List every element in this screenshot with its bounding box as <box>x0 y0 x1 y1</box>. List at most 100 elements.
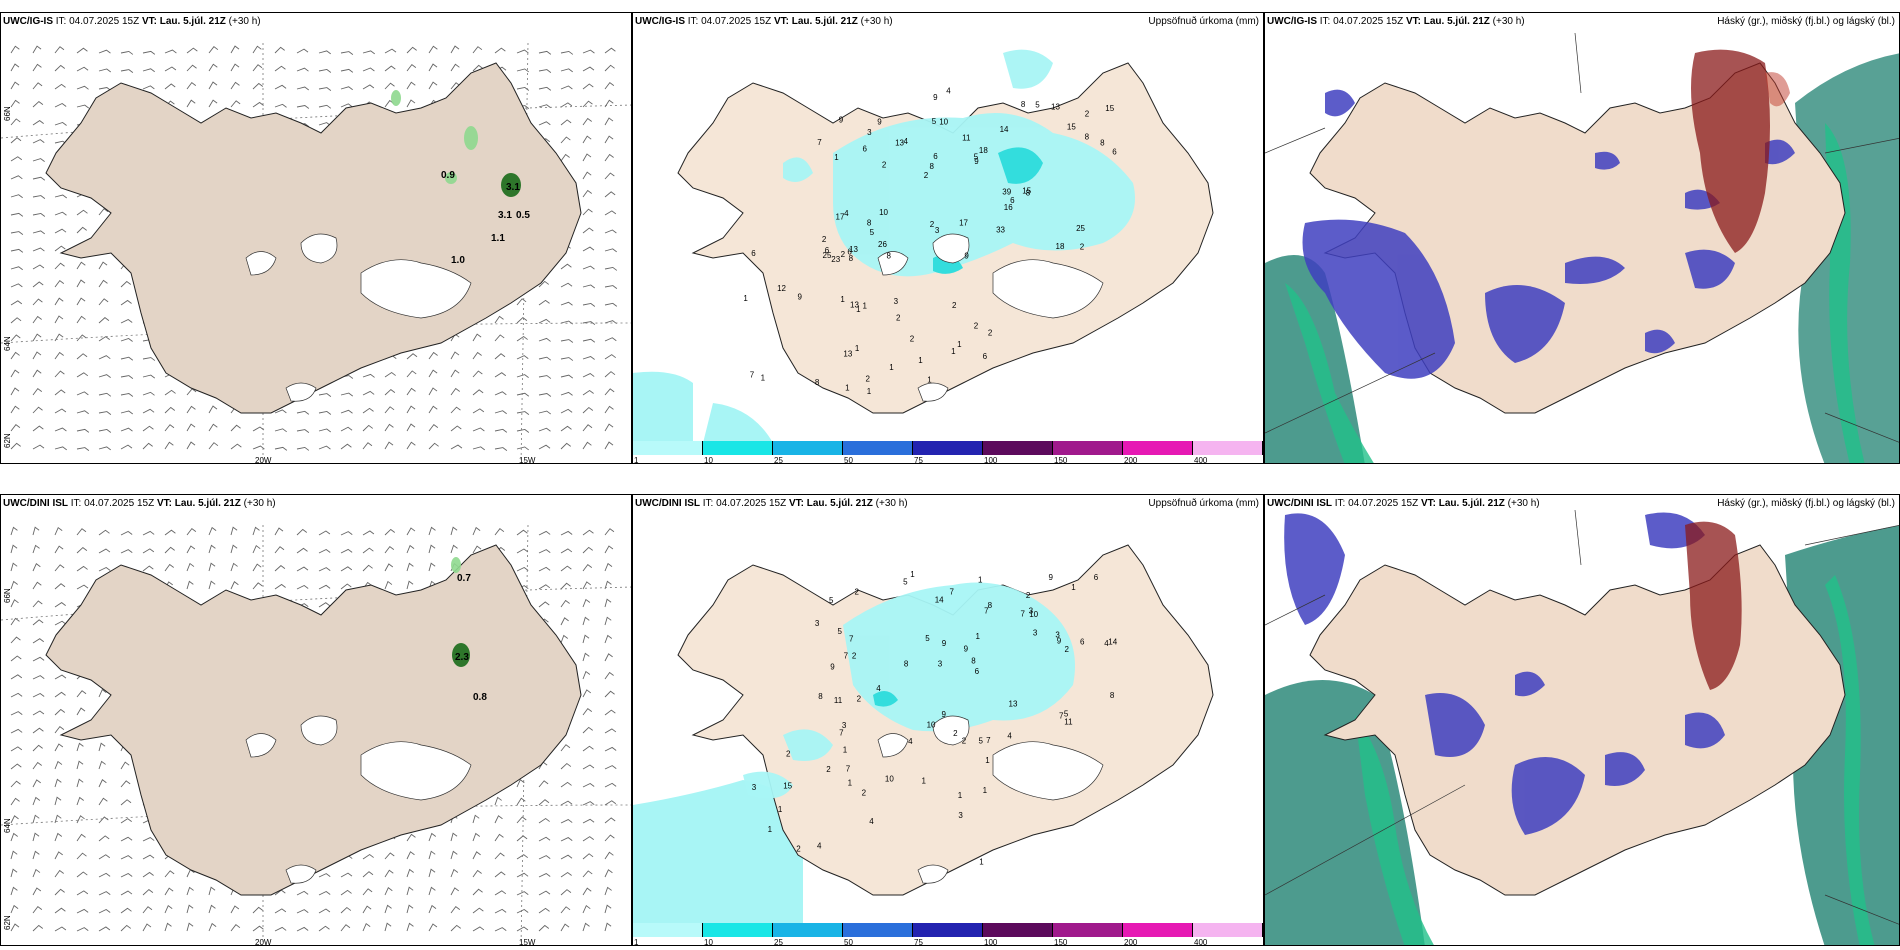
precip-value: 7 <box>1059 712 1064 721</box>
precip-value: 6 <box>751 249 756 258</box>
wind-barb <box>98 797 108 806</box>
colorbar-segment <box>1193 441 1263 455</box>
wind-barb <box>296 105 310 109</box>
wind-barb <box>560 744 571 752</box>
wind-barb <box>340 392 354 397</box>
wind-barb <box>76 372 89 378</box>
wind-barb <box>582 227 594 234</box>
wind-barb <box>472 832 481 842</box>
wind-values-bottom: 0.7 2.3 0.8 <box>455 573 487 703</box>
precip-value: 1 <box>840 295 845 304</box>
wind-barb <box>582 836 594 842</box>
wind-barb <box>186 64 197 72</box>
precip-value: 9 <box>964 252 969 261</box>
wind-barb <box>54 333 64 342</box>
precip-value: 1 <box>983 786 988 795</box>
precip-value: 1 <box>922 777 927 786</box>
lat-label-66n: 66N <box>3 588 12 603</box>
wind-barb <box>406 562 414 572</box>
wind-barb <box>10 300 23 306</box>
wind-barb <box>428 424 439 432</box>
wind-map-bottom: 0.7 2.3 0.8 <box>1 524 631 945</box>
wind-barb <box>494 833 504 842</box>
cloud-map-bottom <box>1265 495 1899 945</box>
wind-barb <box>560 374 574 379</box>
lat-label-64n: 64N <box>3 336 12 351</box>
wind-barb <box>120 530 133 536</box>
precip-value: 1 <box>958 791 963 800</box>
lat-label-62n: 62N <box>3 915 12 930</box>
wind-barb <box>318 567 331 572</box>
precip-panel-bottom: UWC/DINI ISL IT: 04.07.2025 15Z VT: Lau.… <box>632 494 1264 946</box>
wind-barb <box>494 890 507 896</box>
wind-barb <box>54 602 66 608</box>
wind-barb <box>32 638 45 644</box>
wind-barb <box>538 299 550 306</box>
precip-value: 1 <box>863 302 868 311</box>
wind-barb <box>582 171 592 180</box>
wind-barb <box>582 782 595 788</box>
wind-barb <box>340 103 353 108</box>
wind-barb <box>186 405 196 414</box>
precip-value: 2 <box>1085 110 1090 119</box>
wind-barb <box>274 546 285 554</box>
wind-barb <box>164 546 175 554</box>
wind-barb <box>54 315 64 324</box>
wind-barb <box>120 375 134 379</box>
wind-barb <box>10 797 20 806</box>
wind-barb <box>604 671 614 680</box>
wind-barb <box>428 886 436 896</box>
wind-barb <box>318 411 332 415</box>
precip-value: 2 <box>862 788 867 797</box>
wind-barb <box>472 408 485 414</box>
wind-barb <box>604 266 618 271</box>
wind-barb <box>604 562 613 572</box>
wind-values-top: 0.9 3.1 3.1 0.5 1.1 1.0 <box>441 170 530 266</box>
wind-barb <box>98 49 111 54</box>
wind-barb <box>494 353 506 360</box>
wind-barb <box>538 549 551 554</box>
wind-barb <box>582 818 595 824</box>
wind-barb <box>120 393 134 397</box>
wind-barb <box>604 285 618 289</box>
colorbar-tick: 50 <box>844 456 853 464</box>
wind-barb <box>164 424 175 432</box>
wind-barb <box>230 443 242 450</box>
wind-barb <box>32 600 43 608</box>
precip-value: 1 <box>957 340 962 349</box>
precip-value: 7 <box>846 765 851 774</box>
precip-value: 1 <box>979 857 984 866</box>
precip-value: 14 <box>1000 125 1009 134</box>
wind-barb <box>516 428 530 433</box>
precip-value: 6 <box>825 246 830 255</box>
wind-barb <box>582 356 595 360</box>
wind-barb <box>604 64 615 72</box>
precip-value: 1 <box>845 384 850 393</box>
wind-barb <box>10 442 21 450</box>
wind-barb <box>516 68 529 73</box>
wind-barb <box>538 318 551 324</box>
wind-barb <box>32 369 42 378</box>
wind-barb <box>582 338 596 343</box>
wind-barb <box>252 544 261 554</box>
wind-barb <box>340 583 352 590</box>
wind-barb <box>54 228 67 234</box>
wind-barb <box>384 423 394 432</box>
wind-value: 1.1 <box>491 233 505 244</box>
wind-barb <box>54 869 64 878</box>
wind-barb <box>32 264 45 270</box>
wind-barb <box>604 405 614 414</box>
wind-barb <box>76 778 84 788</box>
wind-barb <box>582 321 596 325</box>
wind-barb <box>604 191 616 198</box>
wind-barb <box>604 135 614 144</box>
wind-barb <box>516 529 528 536</box>
precip-value: 3 <box>958 811 963 820</box>
wind-barb <box>362 50 375 55</box>
wind-barb <box>32 444 45 450</box>
wind-barb <box>516 411 530 415</box>
wind-barb <box>538 104 551 109</box>
lon-label-20w: 20W <box>255 456 272 464</box>
wind-barb <box>32 120 44 126</box>
wind-barb <box>32 744 43 752</box>
